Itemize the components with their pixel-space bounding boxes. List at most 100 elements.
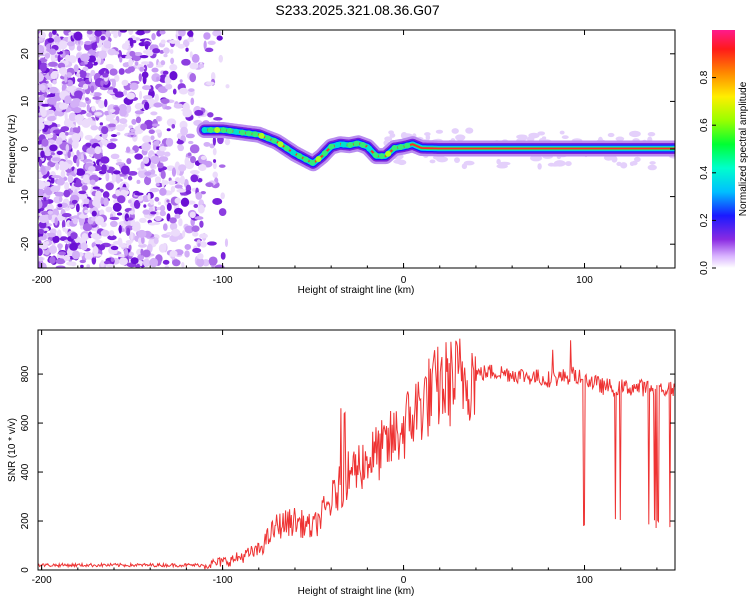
noise-speckle <box>171 228 181 237</box>
noise-speckle <box>112 202 122 212</box>
noise-speckle <box>99 122 104 126</box>
noise-speckle <box>189 211 196 219</box>
noise-speckle <box>142 258 151 267</box>
noise-speckle <box>199 220 204 228</box>
noise-speckle <box>111 173 117 183</box>
noise-speckle <box>48 48 57 55</box>
noise-speckle <box>84 251 94 260</box>
noise-speckle <box>88 74 92 83</box>
noise-speckle <box>168 177 172 182</box>
noise-speckle <box>127 170 138 176</box>
noise-speckle <box>194 109 204 116</box>
noise-speckle <box>76 158 80 167</box>
noise-speckle <box>47 97 57 105</box>
noise-speckle <box>148 206 154 212</box>
noise-speckle <box>84 134 93 141</box>
noise-speckle <box>66 86 75 92</box>
noise-speckle <box>160 60 166 66</box>
noise-speckle <box>112 170 121 175</box>
noise-speckle <box>159 204 166 212</box>
noise-speckle <box>210 72 216 81</box>
noise-speckle <box>620 162 628 169</box>
noise-speckle <box>77 101 85 108</box>
noise-speckle <box>218 54 224 63</box>
noise-speckle <box>203 141 211 147</box>
noise-speckle <box>38 256 44 262</box>
noise-speckle <box>119 118 128 124</box>
noise-speckle <box>117 195 126 204</box>
noise-speckle <box>177 144 185 152</box>
noise-speckle <box>80 53 90 62</box>
colorbar: 0.0 0.2 0.4 0.6 0.8 Normalized spectral ampl… <box>699 30 749 275</box>
ridge-blob <box>309 159 316 166</box>
noise-speckle <box>204 47 214 53</box>
noise-speckle <box>91 42 97 51</box>
noise-speckle <box>39 57 48 63</box>
noise-speckle <box>191 53 200 63</box>
ridge-blob <box>385 150 392 157</box>
noise-speckle <box>647 164 657 171</box>
noise-speckle <box>38 228 44 234</box>
noise-speckle <box>118 108 127 117</box>
noise-speckle <box>149 257 159 268</box>
noise-speckle <box>38 187 44 196</box>
noise-speckle <box>38 261 42 268</box>
noise-speckle <box>118 68 125 75</box>
bottom-y-tick-label: 400 <box>20 463 31 480</box>
noise-speckle <box>110 153 120 160</box>
noise-speckle <box>130 231 134 241</box>
noise-speckle <box>173 103 184 109</box>
noise-speckle <box>169 70 178 81</box>
ridge-blob <box>328 143 335 150</box>
noise-speckle <box>393 159 406 164</box>
noise-speckle <box>154 176 162 184</box>
noise-speckle <box>78 190 87 195</box>
noise-speckle <box>38 180 46 190</box>
noise-speckle <box>159 50 165 54</box>
noise-speckle <box>86 264 91 268</box>
noise-speckle <box>197 253 204 260</box>
noise-speckle <box>43 91 48 98</box>
noise-speckle <box>100 260 105 268</box>
ridge-blob <box>277 141 284 148</box>
ridge-blob <box>271 137 278 144</box>
noise-speckle <box>43 197 47 202</box>
noise-speckle <box>121 79 129 86</box>
noise-speckle <box>64 73 68 83</box>
noise-speckle <box>155 115 161 122</box>
noise-speckle <box>225 84 230 89</box>
noise-speckle <box>160 170 166 179</box>
noise-speckle <box>142 74 147 85</box>
noise-speckle <box>136 30 145 36</box>
noise-speckle <box>55 258 66 265</box>
noise-speckle <box>220 251 226 260</box>
noise-speckle <box>140 123 148 131</box>
noise-speckle <box>129 37 134 47</box>
noise-speckle <box>205 81 215 86</box>
colorbar-ticks: 0.0 0.2 0.4 0.6 0.8 <box>699 70 716 275</box>
noise-speckle <box>190 156 196 164</box>
noise-speckle <box>135 116 142 124</box>
noise-speckle <box>43 227 50 231</box>
noise-speckle <box>86 147 97 155</box>
noise-speckle <box>165 83 173 90</box>
noise-speckle <box>79 259 86 264</box>
noise-speckle <box>192 231 199 237</box>
noise-speckle <box>63 189 71 198</box>
noise-speckle <box>122 62 130 68</box>
noise-speckle <box>48 86 59 94</box>
noise-speckle <box>114 91 125 98</box>
noise-speckle <box>498 161 511 166</box>
noise-speckle <box>118 224 122 234</box>
noise-speckle <box>157 201 162 206</box>
noise-speckle <box>181 262 185 268</box>
noise-speckle <box>110 134 118 138</box>
noise-speckle <box>153 237 159 245</box>
noise-speckle <box>150 155 160 165</box>
noise-speckle <box>93 239 103 245</box>
noise-speckle <box>634 156 641 163</box>
noise-speckle <box>164 75 172 85</box>
noise-speckle <box>629 130 641 138</box>
noise-speckle <box>465 127 474 134</box>
noise-speckle <box>55 265 66 268</box>
